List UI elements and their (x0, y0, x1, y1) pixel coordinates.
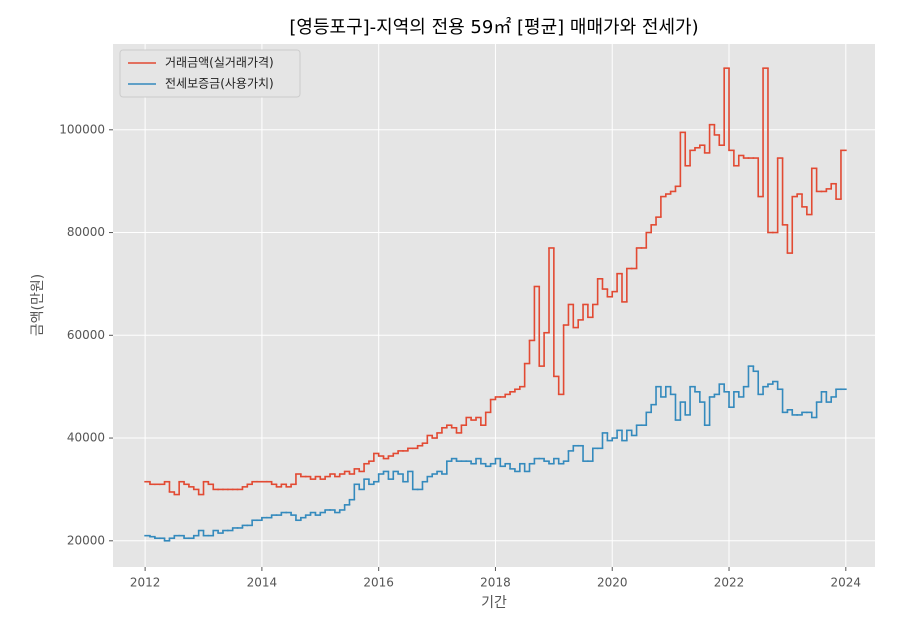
lines (144, 67, 847, 542)
y-tick-label: 40000 (67, 431, 105, 445)
y-tick-label: 20000 (67, 533, 105, 547)
x-tick-label: 2018 (480, 576, 511, 590)
plot-area (113, 44, 875, 567)
x-tick-label: 2016 (363, 576, 394, 590)
x-tick-label: 2022 (714, 576, 745, 590)
legend-label: 거래금액(실거래가격) (165, 56, 274, 70)
y-axis-label: 금액(만원) (30, 274, 46, 336)
x-tick-label: 2012 (130, 576, 161, 590)
y-tick-label: 100000 (59, 122, 105, 136)
x-tick-label: 2014 (247, 576, 278, 590)
x-tick-label: 2024 (831, 576, 862, 590)
step-riser (149, 366, 837, 541)
legend: 거래금액(실거래가격) 전세보증금(사용가치) (119, 49, 301, 98)
y-tick-label: 80000 (67, 225, 105, 239)
x-tick-label: 2020 (597, 576, 628, 590)
x-axis-label: 기간 (481, 595, 507, 611)
legend-box (119, 49, 301, 98)
y-tick-label: 60000 (67, 328, 105, 342)
legend-label: 전세보증금(사용가치) (165, 77, 274, 91)
chart-title: [영등포구]-지역의 전용 59㎡ [평균] 매매가와 전세가) (289, 16, 698, 38)
